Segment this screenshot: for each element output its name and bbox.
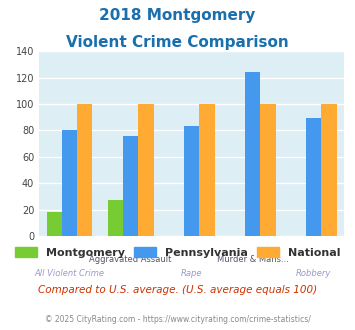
Bar [138,104,153,236]
Bar [62,130,77,236]
Text: All Violent Crime: All Violent Crime [34,269,105,278]
Text: Rape: Rape [181,269,202,278]
Bar [261,104,275,236]
Bar [123,136,138,236]
Bar [47,212,62,236]
Bar [108,200,123,236]
Bar [306,118,322,236]
Legend: Montgomery, Pennsylvania, National: Montgomery, Pennsylvania, National [9,242,346,263]
Text: Robbery: Robbery [296,269,332,278]
Text: Compared to U.S. average. (U.S. average equals 100): Compared to U.S. average. (U.S. average … [38,285,317,295]
Bar [200,104,214,236]
Text: Murder & Mans...: Murder & Mans... [217,255,289,264]
Bar [77,104,92,236]
Text: © 2025 CityRating.com - https://www.cityrating.com/crime-statistics/: © 2025 CityRating.com - https://www.city… [45,315,310,324]
Text: Violent Crime Comparison: Violent Crime Comparison [66,35,289,50]
Text: 2018 Montgomery: 2018 Montgomery [99,8,256,23]
Bar [322,104,337,236]
Text: Aggravated Assault: Aggravated Assault [89,255,172,264]
Bar [184,126,200,236]
Bar [245,72,261,236]
